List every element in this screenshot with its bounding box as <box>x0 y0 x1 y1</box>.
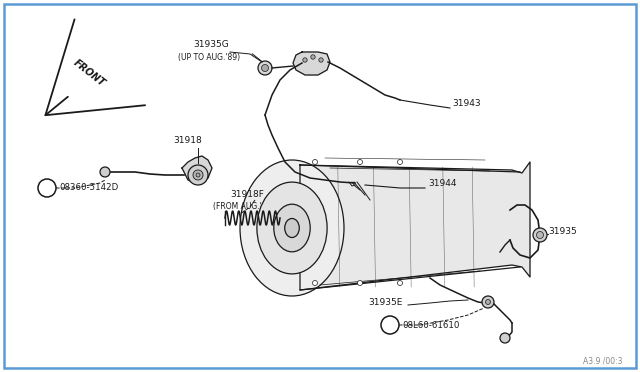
Text: S: S <box>44 183 51 193</box>
Circle shape <box>262 64 269 71</box>
Polygon shape <box>182 156 212 183</box>
Text: (UP TO AUG.'89): (UP TO AUG.'89) <box>178 53 240 62</box>
Circle shape <box>312 280 317 285</box>
Ellipse shape <box>274 204 310 252</box>
Text: 31918: 31918 <box>173 136 202 145</box>
Circle shape <box>193 170 203 180</box>
Text: B: B <box>387 320 394 330</box>
Circle shape <box>196 173 200 177</box>
Circle shape <box>536 231 543 238</box>
Circle shape <box>303 58 307 62</box>
Circle shape <box>358 280 362 285</box>
Ellipse shape <box>240 160 344 296</box>
Text: (FROM AUG.'89): (FROM AUG.'89) <box>213 202 275 211</box>
Text: 08360-5142D: 08360-5142D <box>59 183 118 192</box>
Text: 31944: 31944 <box>428 180 456 189</box>
Circle shape <box>533 228 547 242</box>
Text: FRONT: FRONT <box>72 57 108 88</box>
Circle shape <box>312 160 317 164</box>
Ellipse shape <box>257 182 327 274</box>
Circle shape <box>381 316 399 334</box>
Circle shape <box>397 160 403 164</box>
Polygon shape <box>300 162 530 290</box>
Text: 31935E: 31935E <box>368 298 403 307</box>
Text: 31935: 31935 <box>548 228 577 237</box>
Text: 31935G: 31935G <box>193 40 228 49</box>
Circle shape <box>397 280 403 285</box>
Text: 31943: 31943 <box>452 99 481 109</box>
Circle shape <box>486 299 490 305</box>
Circle shape <box>482 296 494 308</box>
Text: A3.9 /00:3: A3.9 /00:3 <box>583 357 623 366</box>
Circle shape <box>500 333 510 343</box>
Text: 31918F: 31918F <box>230 190 264 199</box>
Circle shape <box>358 160 362 164</box>
Circle shape <box>188 165 208 185</box>
Circle shape <box>311 55 315 59</box>
Circle shape <box>319 58 323 62</box>
Polygon shape <box>293 52 330 75</box>
Circle shape <box>100 167 110 177</box>
Ellipse shape <box>285 218 300 237</box>
Circle shape <box>258 61 272 75</box>
Circle shape <box>38 179 56 197</box>
Text: 08L60-61610: 08L60-61610 <box>402 321 460 330</box>
